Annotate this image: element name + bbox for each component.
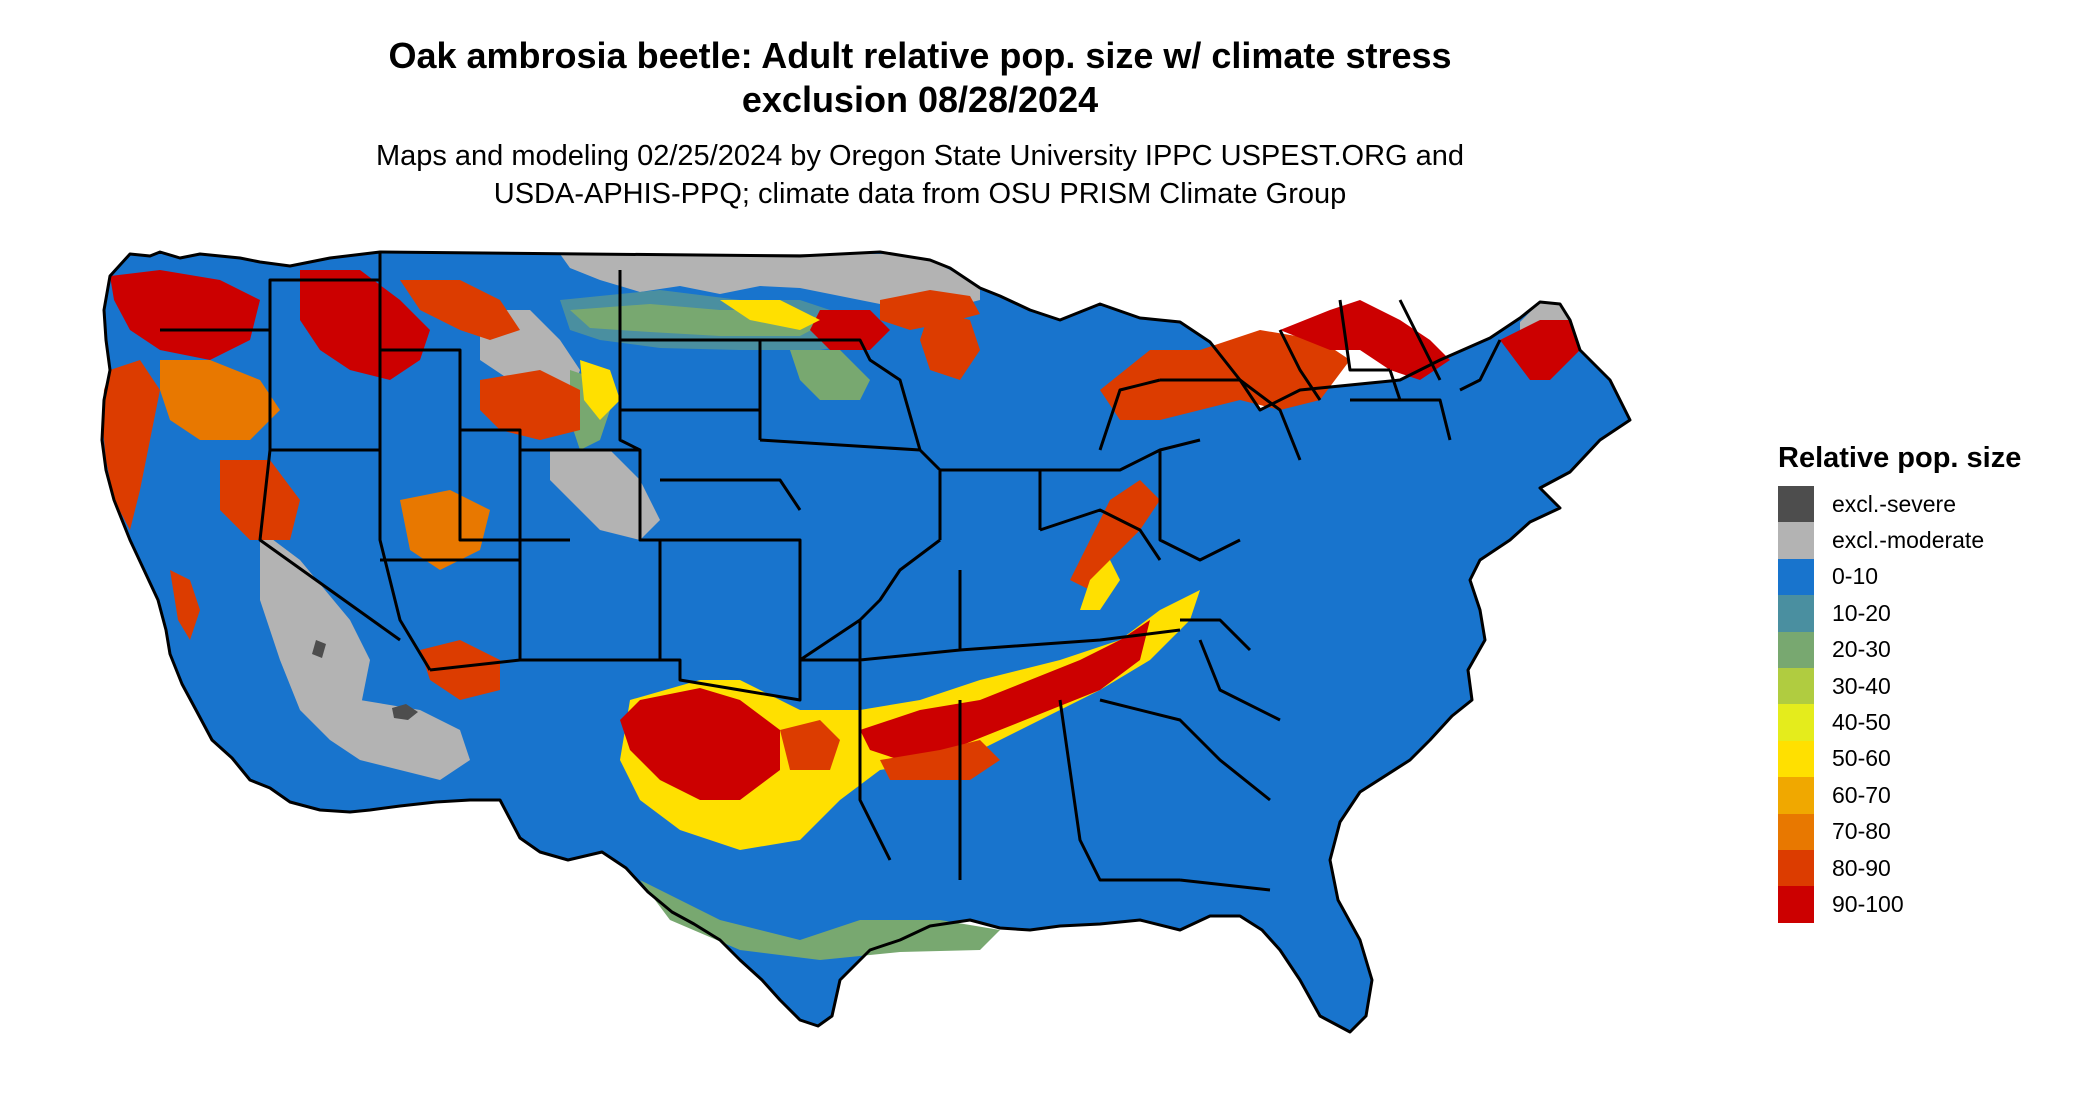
band-20-30-gulf (640, 880, 1000, 960)
legend-swatch (1778, 886, 1814, 923)
hot-zone-pacific-nw (110, 270, 260, 360)
hot-zone-sierra (170, 570, 200, 640)
legend-swatch (1778, 777, 1814, 814)
legend-item: excl.-moderate (1778, 522, 2078, 559)
legend-item: 60-70 (1778, 777, 2078, 814)
hot-zone-montana-east (400, 280, 520, 340)
legend-label: 50-60 (1832, 745, 1891, 772)
legend-item: 0-10 (1778, 558, 2078, 596)
legend-item: 40-50 (1778, 704, 2078, 741)
legend-swatch (1778, 631, 1814, 668)
legend-swatch (1778, 813, 1814, 850)
hot-zone-arizona (420, 640, 500, 700)
legend-item: 30-40 (1778, 667, 2078, 705)
maine-coast (1500, 320, 1580, 380)
hot-zone-pacific-coast (102, 360, 160, 530)
hot-zone-utah (400, 490, 490, 570)
appalachian-west-edge (1080, 560, 1120, 610)
legend-label: 40-50 (1832, 709, 1891, 736)
minnesota-edge (720, 300, 820, 330)
legend-label: 20-30 (1832, 636, 1891, 663)
map-title-line-1: Oak ambrosia beetle: Adult relative pop.… (388, 35, 1452, 76)
southern-belt-arkansas-80-90 (780, 720, 840, 770)
legend-item: 80-90 (1778, 849, 2078, 887)
legend: Relative pop. size excl.-severe excl.-mo… (1778, 440, 2078, 923)
hot-zone-idaho-montana (300, 270, 430, 380)
hot-zone-wyoming (480, 370, 580, 440)
exclusion-severe-mojave (312, 640, 326, 658)
legend-item: excl.-severe (1778, 486, 2078, 523)
legend-item: 90-100 (1778, 886, 2078, 923)
legend-swatch (1778, 558, 1814, 596)
hot-zone-wyoming-edge (580, 360, 620, 420)
legend-swatch (1778, 740, 1814, 778)
exclusion-north-plains (560, 254, 980, 310)
legend-label: 30-40 (1832, 672, 1891, 699)
band-20-30-great-lakes (790, 350, 870, 400)
appalachian-belt (1070, 480, 1160, 590)
hot-zone-oregon (160, 360, 280, 440)
legend-label: excl.-severe (1832, 490, 1956, 517)
map-subtitle-line-1: Maps and modeling 02/25/2024 by Oregon S… (375, 140, 1465, 172)
legend-title: Relative pop. size (1778, 442, 2022, 474)
legend-swatch (1778, 486, 1814, 523)
exclusion-mojave (260, 530, 370, 740)
exclusion-rockies-colorado (550, 450, 660, 540)
legend-item: 10-20 (1778, 595, 2078, 632)
legend-swatch (1778, 667, 1814, 705)
southern-belt-deep-south-90-100 (860, 620, 1150, 760)
new-england-band (1280, 300, 1450, 380)
legend-label: 90-100 (1832, 890, 1904, 917)
legend-item: 70-80 (1778, 813, 2078, 850)
legend-label: 60-70 (1832, 781, 1891, 808)
legend-item: 20-30 (1778, 631, 2078, 668)
exclusion-severe-sw (392, 704, 418, 720)
legend-label: 10-20 (1832, 599, 1891, 626)
legend-swatch (1778, 704, 1814, 741)
us-landmass (102, 252, 1630, 1032)
southern-belt-mid-80-90 (880, 740, 1000, 780)
legend-label: 80-90 (1832, 854, 1891, 881)
map-subtitle-line-2: USDA-APHIS-PPQ; climate data from OSU PR… (493, 178, 1347, 210)
legend-label: 70-80 (1832, 818, 1891, 845)
map-title-line-2: exclusion 08/28/2024 (741, 79, 1099, 120)
legend-item: 50-60 (1778, 740, 2078, 778)
legend-label: 0-10 (1832, 563, 1879, 590)
southern-belt-texas-90-100 (620, 688, 780, 800)
us-outline (100, 250, 1632, 1034)
legend-label: excl.-moderate (1832, 527, 1985, 554)
legend-swatch (1778, 849, 1814, 887)
exclusion-sonoran (310, 690, 470, 780)
legend-swatch (1778, 595, 1814, 632)
michigan-lower (920, 310, 980, 380)
state-borders (160, 252, 1502, 892)
hot-zone-great-basin (220, 460, 300, 540)
us-population-map (100, 250, 1632, 1034)
legend-items: excl.-severe excl.-moderate 0-10 10-20 2… (1778, 486, 2078, 923)
legend-swatch (1778, 522, 1814, 559)
